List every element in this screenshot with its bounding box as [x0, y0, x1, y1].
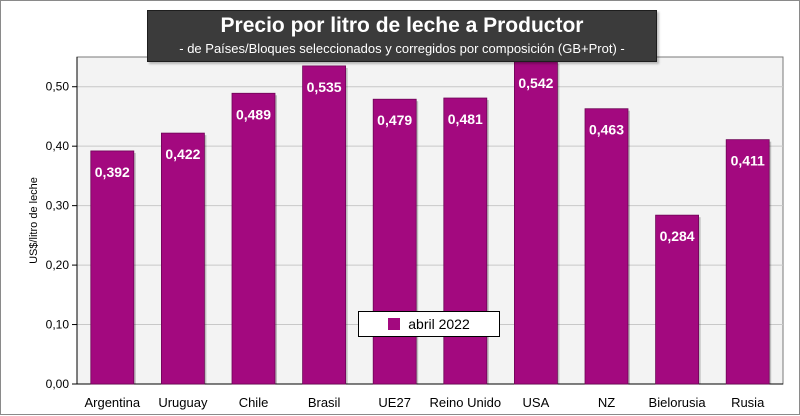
bar — [443, 97, 488, 385]
x-tick-label: NZ — [598, 395, 615, 410]
chart-title: Precio por litro de leche a Productor — [220, 14, 584, 37]
bar — [302, 65, 347, 385]
y-tick-label: 0,50 — [46, 80, 70, 94]
x-tick-label: Reino Unido — [430, 395, 502, 410]
data-label: 0,535 — [307, 79, 342, 95]
bar — [725, 139, 770, 385]
bar — [514, 61, 558, 385]
bar — [655, 214, 699, 385]
x-tick-label: Rusia — [731, 395, 765, 410]
legend: abril 2022 — [358, 311, 500, 337]
data-label: 0,422 — [165, 146, 200, 162]
data-label: 0,392 — [95, 164, 130, 180]
x-tick-label: USA — [523, 395, 550, 410]
x-tick-label: Bielorusia — [649, 395, 707, 410]
y-tick-label: 0,30 — [46, 199, 70, 213]
chart-subtitle: - de Países/Bloques seleccionados y corr… — [179, 41, 625, 56]
legend-label: abril 2022 — [408, 316, 470, 332]
y-tick-label: 0,40 — [46, 139, 70, 153]
x-tick-label: Brasil — [308, 395, 341, 410]
data-label: 0,489 — [236, 106, 271, 122]
data-label: 0,463 — [589, 122, 624, 138]
bar — [372, 98, 417, 385]
title-box: Precio por litro de leche a Productor - … — [147, 10, 657, 62]
bar — [231, 92, 276, 385]
data-label: 0,479 — [377, 112, 412, 128]
data-label: 0,411 — [731, 153, 765, 169]
data-label: 0,542 — [518, 75, 553, 91]
legend-swatch — [388, 318, 401, 330]
y-tick-label: 0,10 — [46, 318, 70, 332]
bar — [90, 150, 135, 385]
y-tick-label: 0,20 — [46, 258, 70, 272]
bar — [160, 132, 205, 385]
x-tick-label: Uruguay — [158, 395, 208, 410]
bar — [584, 108, 629, 385]
y-tick-label: 0,00 — [46, 377, 70, 391]
y-axis-label: US$/litro de leche — [28, 177, 40, 264]
x-tick-label: UE27 — [378, 395, 411, 410]
x-tick-label: Chile — [239, 395, 269, 410]
x-tick-label: Argentina — [84, 395, 140, 410]
data-label: 0,284 — [660, 228, 695, 244]
data-label: 0,481 — [448, 111, 483, 127]
